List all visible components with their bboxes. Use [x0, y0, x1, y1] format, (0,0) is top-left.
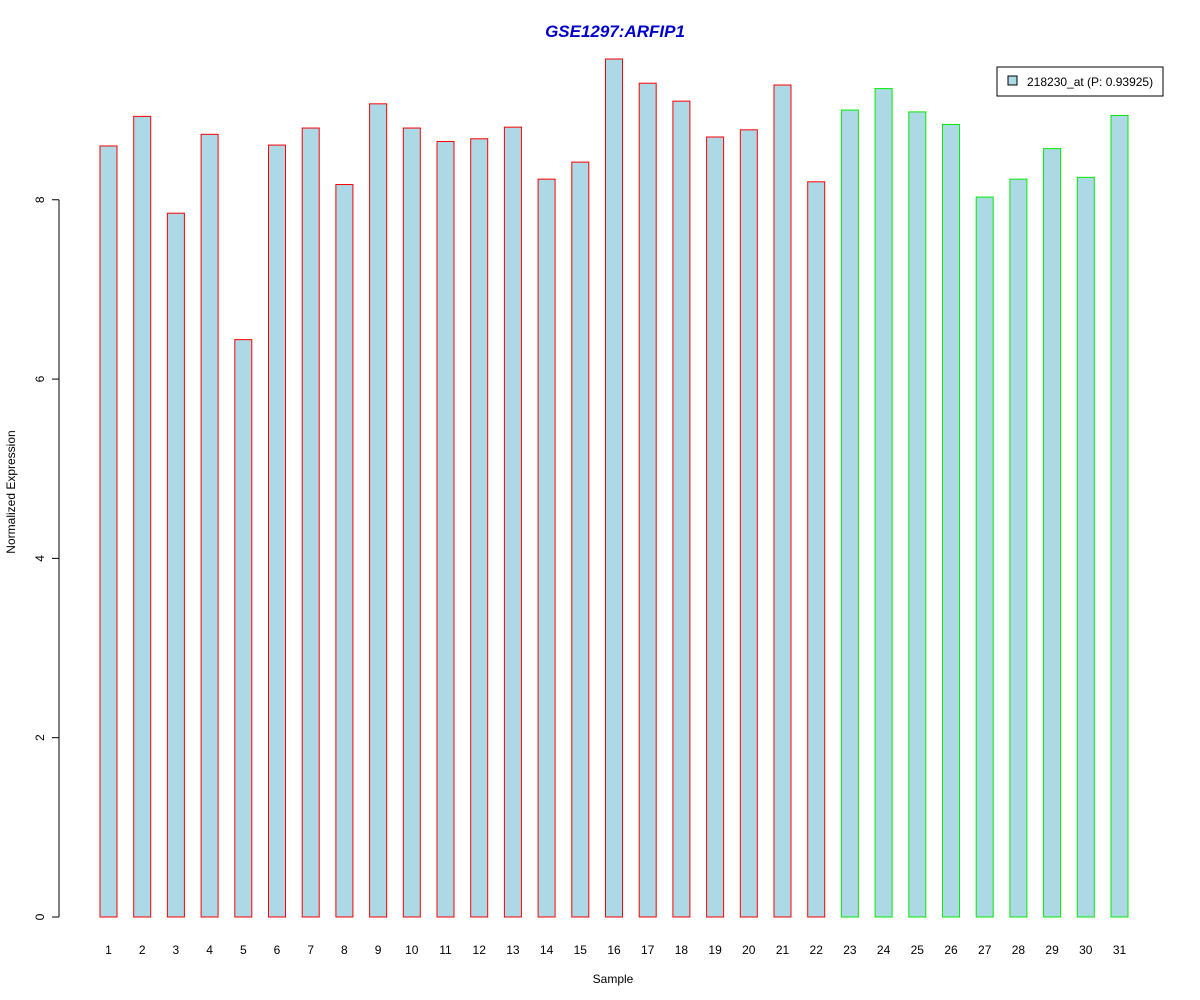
- x-tick-label: 9: [375, 943, 382, 957]
- bar-sample-31: [1110, 114, 1129, 918]
- x-tick-label: 29: [1045, 943, 1059, 957]
- x-tick-label: 14: [540, 943, 554, 957]
- x-tick-label: 26: [944, 943, 958, 957]
- y-tick-label: 0: [33, 913, 47, 920]
- bar-sample-11: [436, 140, 455, 918]
- bar-sample-30: [1076, 176, 1095, 918]
- x-tick-label: 19: [708, 943, 722, 957]
- legend-box: [996, 66, 1164, 97]
- bar-sample-18: [672, 100, 691, 918]
- x-tick-label: 18: [675, 943, 689, 957]
- x-tick-label: 20: [742, 943, 756, 957]
- bar-sample-22: [807, 181, 826, 918]
- chart-title: GSE1297:ARFIP1: [545, 22, 685, 41]
- bar-sample-7: [301, 127, 320, 918]
- bar-sample-12: [470, 138, 489, 918]
- y-tick-label: 2: [33, 734, 47, 741]
- x-tick-label: 12: [473, 943, 487, 957]
- bar-sample-10: [402, 127, 421, 918]
- bar-sample-20: [739, 129, 758, 918]
- bar-sample-24: [874, 88, 893, 918]
- y-tick-label: 8: [33, 196, 47, 203]
- x-tick-label: 8: [341, 943, 348, 957]
- x-tick-label: 4: [206, 943, 213, 957]
- x-tick-label: 31: [1113, 943, 1127, 957]
- x-tick-label: 10: [405, 943, 419, 957]
- x-tick-label: 2: [139, 943, 146, 957]
- bar-sample-14: [537, 178, 556, 918]
- y-axis-label: Normalized Expression: [4, 430, 18, 553]
- x-axis-label: Sample: [593, 972, 634, 986]
- bar-sample-17: [638, 82, 657, 918]
- bar-sample-5: [234, 339, 253, 918]
- bar-sample-16: [605, 58, 623, 918]
- x-tick-label: 25: [911, 943, 925, 957]
- bar-sample-19: [706, 136, 725, 918]
- bar-sample-13: [503, 126, 522, 918]
- bar-sample-3: [166, 212, 185, 918]
- x-tick-label: 23: [843, 943, 857, 957]
- x-tick-label: 30: [1079, 943, 1093, 957]
- x-tick-label: 17: [641, 943, 655, 957]
- x-tick-label: 15: [574, 943, 588, 957]
- bar-sample-29: [1043, 148, 1062, 918]
- x-tick-label: 24: [877, 943, 891, 957]
- x-tick-label: 16: [607, 943, 621, 957]
- legend: 218230_at (P: 0.93925): [996, 66, 1164, 97]
- bar-sample-23: [840, 109, 859, 918]
- legend-swatch: [1007, 75, 1018, 86]
- x-tick-label: 27: [978, 943, 992, 957]
- y-tick-label: 6: [33, 375, 47, 382]
- y-tick-label: 4: [33, 555, 47, 562]
- bar-sample-2: [133, 115, 152, 918]
- bar-sample-28: [1009, 178, 1028, 918]
- x-tick-label: 3: [173, 943, 180, 957]
- x-tick-label: 22: [810, 943, 824, 957]
- x-tick-label: 7: [307, 943, 314, 957]
- bar-sample-9: [369, 103, 388, 918]
- bar-sample-21: [773, 84, 792, 918]
- x-tick-labels: 1 2 3 4 5 6 7 8 9 10 11 12 13 14 15 16 17 18 19 20 21 22 23 24 2…: [105, 943, 1126, 957]
- bar-sample-1: [99, 145, 118, 918]
- x-tick-label: 5: [240, 943, 247, 957]
- bar-sample-6: [268, 144, 286, 918]
- x-tick-label: 28: [1012, 943, 1026, 957]
- x-tick-label: 6: [274, 943, 281, 957]
- x-tick-label: 1: [105, 943, 112, 957]
- bar-sample-25: [908, 111, 927, 918]
- bar-sample-26: [942, 123, 960, 918]
- bars: [99, 58, 1129, 918]
- bar-sample-15: [571, 161, 590, 918]
- bar-sample-27: [975, 196, 994, 918]
- bar-sample-8: [335, 184, 354, 918]
- legend-entry-label: 218230_at (P: 0.93925): [1027, 75, 1153, 89]
- x-tick-label: 13: [506, 943, 520, 957]
- bar-sample-4: [200, 133, 219, 918]
- x-tick-label: 21: [776, 943, 790, 957]
- y-axis: 0 2 4 6 8: [33, 196, 60, 920]
- x-tick-label: 11: [439, 943, 452, 957]
